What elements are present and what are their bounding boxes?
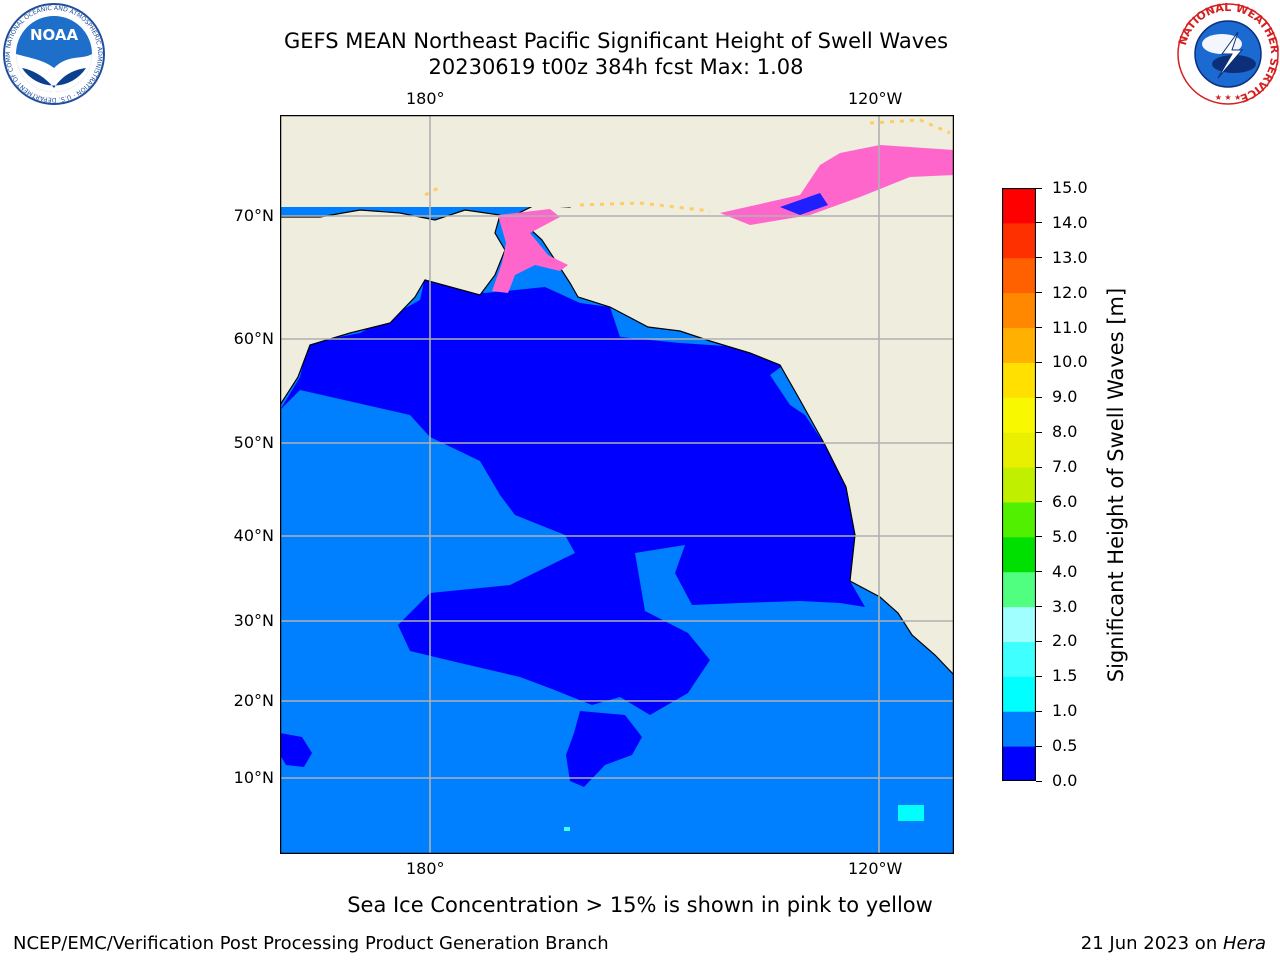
noaa-logo: NATIONAL OCEANIC AND ATMOSPHERIC ADMINIS…: [2, 2, 105, 105]
colorbar-segment: [1002, 188, 1036, 224]
cyan-swell-dot: [564, 827, 570, 831]
lat-label-60n: 60°N: [233, 329, 274, 348]
colorbar-segment: [1002, 432, 1036, 468]
colorbar-tick-label: 3.0: [1052, 596, 1078, 616]
colorbar-tick-label: 14.0: [1052, 212, 1088, 232]
colorbar-segment: [1002, 292, 1036, 329]
lat-label-50n: 50°N: [233, 433, 274, 452]
colorbar-tick-label: 7.0: [1052, 457, 1078, 477]
lon-label-top-180: 180°: [406, 89, 445, 108]
map-frame: [280, 115, 954, 854]
footer-left-credit: NCEP/EMC/Verification Post Processing Pr…: [13, 933, 609, 954]
land-asia: [280, 115, 506, 407]
footer-system: Hera: [1222, 933, 1266, 954]
colorbar-segment: [1002, 222, 1036, 259]
colorbar-segment: [1002, 676, 1036, 712]
lat-label-40n: 40°N: [233, 526, 274, 545]
colorbar-tick-label: 2.0: [1052, 631, 1078, 651]
graticule: [280, 115, 954, 854]
colorbar-tick-mark: [1036, 292, 1042, 294]
colorbar-tick-mark: [1036, 257, 1042, 259]
colorbar-tick-mark: [1036, 187, 1042, 189]
colorbar-tick-mark: [1036, 675, 1042, 677]
colorbar-tick-mark: [1036, 536, 1042, 538]
colorbar-tick-label: 10.0: [1052, 352, 1088, 372]
colorbar-segment: [1002, 536, 1036, 573]
colorbar-tick-label: 13.0: [1052, 247, 1088, 267]
lat-label-30n: 30°N: [233, 611, 274, 630]
chart-title-line2: 20230619 t00z 384h fcst Max: 1.08: [428, 55, 804, 79]
colorbar-tick-mark: [1036, 361, 1042, 363]
colorbar-tick-label: 5.0: [1052, 526, 1078, 546]
colorbar-tick-label: 1.0: [1052, 701, 1078, 721]
colorbar-segment: [1002, 467, 1036, 503]
lon-label-top-120w: 120°W: [848, 89, 903, 108]
colorbar: [1002, 188, 1036, 781]
colorbar-tick-label: 11.0: [1052, 317, 1088, 337]
colorbar-tick-label: 6.0: [1052, 491, 1078, 511]
cyan-swell-patch: [898, 805, 924, 821]
footer-right-date: 21 Jun 2023 on Hera: [1081, 934, 1266, 954]
colorbar-tick-mark: [1036, 327, 1042, 329]
lowlat-low-swell: [280, 733, 312, 767]
colorbar-tick-mark: [1036, 431, 1042, 433]
lat-label-20n: 20°N: [233, 691, 274, 710]
colorbar-segment: [1002, 257, 1036, 294]
colorbar-tick-mark: [1036, 396, 1042, 398]
colorbar-segment: [1002, 746, 1036, 781]
colorbar-tick-mark: [1036, 501, 1042, 503]
colorbar-tick-label: 8.0: [1052, 422, 1078, 442]
colorbar-segment: [1002, 606, 1036, 642]
colorbar-tick-mark: [1036, 710, 1042, 712]
noaa-wordmark: NOAA: [30, 26, 79, 44]
sea-ice-bering: [492, 209, 568, 293]
colorbar-tick-label: 0.0: [1052, 771, 1078, 790]
colorbar-tick-label: 12.0: [1052, 282, 1088, 302]
colorbar-tick-mark: [1036, 571, 1042, 573]
colorbar-segment: [1002, 501, 1036, 538]
hawaii-low-swell: [566, 711, 642, 787]
lat-label-70n: 70°N: [233, 206, 274, 225]
colorbar-tick-label: 4.0: [1052, 561, 1078, 581]
footer-date: 21 Jun 2023 on: [1080, 933, 1223, 954]
colorbar-segment: [1002, 397, 1036, 433]
colorbar-label: Significant Height of Swell Waves [m]: [1104, 287, 1128, 683]
colorbar-frame: [1002, 188, 1036, 781]
colorbar-tick-mark: [1036, 745, 1042, 747]
colorbar-tick-mark: [1036, 780, 1042, 782]
svg-text:★ ★ ★: ★ ★ ★: [1215, 93, 1242, 102]
colorbar-tick-mark: [1036, 466, 1042, 468]
lon-label-bottom-120w: 120°W: [848, 859, 903, 878]
colorbar-tick-label: 1.5: [1052, 666, 1078, 686]
sea-ice-edge: [424, 118, 951, 213]
colorbar-tick-label: 9.0: [1052, 387, 1078, 407]
land-north-america: [513, 115, 954, 676]
sea-ice-note: Sea Ice Concentration > 15% is shown in …: [347, 893, 933, 917]
colorbar-segment: [1002, 327, 1036, 363]
colorbar-tick-mark: [1036, 640, 1042, 642]
nws-logo: NATIONAL WEATHER SERVICE ★ ★ ★: [1176, 2, 1280, 105]
sea-ice-beaufort: [720, 145, 954, 225]
sea-ice-arctic-core: [780, 193, 828, 215]
colorbar-tick-mark: [1036, 222, 1042, 224]
low-swell-region: [280, 277, 865, 715]
colorbar-segment: [1002, 571, 1036, 608]
colorbar-segment: [1002, 362, 1036, 398]
chart-title-line1: GEFS MEAN Northeast Pacific Significant …: [283, 29, 949, 53]
colorbar-tick-label: 15.0: [1052, 178, 1088, 197]
colorbar-segment: [1002, 641, 1036, 677]
map-panel: [280, 115, 954, 854]
colorbar-tick-label: 0.5: [1052, 736, 1078, 756]
lat-label-10n: 10°N: [233, 768, 274, 787]
lon-label-bottom-180: 180°: [406, 859, 445, 878]
colorbar-segment: [1002, 711, 1036, 747]
colorbar-tick-mark: [1036, 606, 1042, 608]
